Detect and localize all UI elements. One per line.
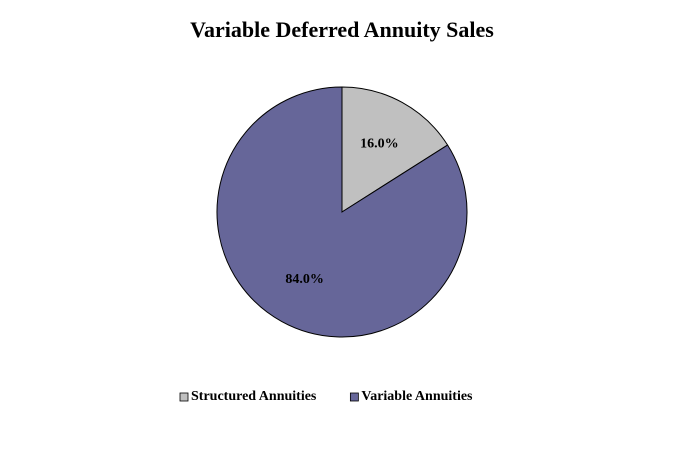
chart-title: Variable Deferred Annuity Sales <box>190 17 494 42</box>
pie-slice <box>216 86 468 338</box>
pie-slice <box>341 86 449 213</box>
data-label: 16.0% <box>360 136 399 151</box>
data-label: 84.0% <box>285 272 324 287</box>
legend-label: Variable Annuities <box>361 389 473 404</box>
legend-swatch <box>349 392 359 402</box>
legend-swatch <box>179 392 189 402</box>
legend-label: Structured Annuities <box>191 389 317 404</box>
